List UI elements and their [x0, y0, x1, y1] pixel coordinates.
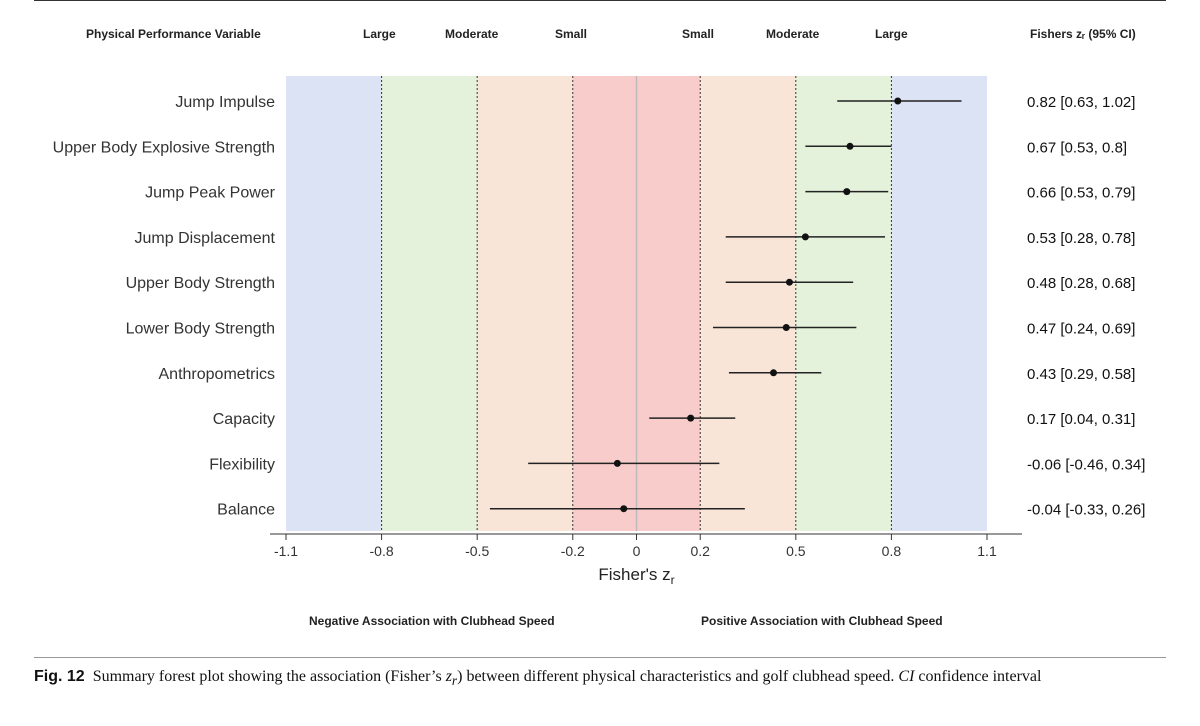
ci-value-2: 0.66 [0.53, 0.79] [1027, 185, 1135, 202]
variable-column-header: Physical Performance Variable [86, 27, 261, 41]
ci-column-header: Fishers zᵣ (95% CI) [1030, 27, 1136, 41]
zone-band-6 [891, 76, 987, 531]
x-axis-label: Fisher's zr [598, 565, 674, 587]
x-tick-label-7: 0.8 [882, 543, 902, 559]
ci-value-5: 0.47 [0.24, 0.69] [1027, 321, 1135, 338]
ci-value-1: 0.67 [0.53, 0.8] [1027, 139, 1127, 156]
header-neg-moderate: Moderate [445, 27, 499, 41]
zone-band-1 [381, 76, 478, 531]
point-estimate-5 [782, 324, 790, 331]
point-estimate-8 [613, 459, 621, 467]
point-estimate-3 [801, 233, 809, 241]
point-estimate-6 [770, 369, 778, 377]
ci-value-8: -0.06 [-0.46, 0.34] [1027, 456, 1145, 473]
header-pos-large: Large [875, 27, 908, 41]
ci-value-0: 0.82 [0.63, 1.02] [1027, 94, 1135, 111]
caption-text-mid: ) between different physical characteris… [457, 668, 899, 685]
point-estimate-2 [843, 188, 851, 196]
x-tick-label-4: 0 [633, 543, 641, 559]
row-label-3: Jump Displacement [135, 230, 276, 247]
positive-association-label: Positive Association with Clubhead Speed [701, 614, 943, 628]
caption-text-start: Summary forest plot showing the associat… [92, 668, 446, 685]
point-estimate-1 [846, 142, 854, 150]
header-pos-small: Small [682, 27, 715, 41]
point-estimate-7 [687, 414, 695, 422]
x-axis-label-subscript: r [671, 573, 675, 587]
row-label-6: Anthropometrics [159, 366, 276, 383]
x-tick-label-3: -0.2 [561, 543, 585, 559]
caption-z-sub: r [451, 673, 458, 689]
row-label-2: Jump Peak Power [145, 185, 276, 202]
top-rule [34, 0, 1166, 1]
point-estimate-4 [785, 278, 793, 286]
row-label-1: Upper Body Explosive Strength [53, 139, 275, 156]
caption-text-end: confidence interval [914, 668, 1042, 685]
caption-ci-abbr: CI [898, 668, 915, 685]
header-neg-small: Small [555, 27, 588, 41]
point-estimate-0 [894, 97, 902, 105]
row-label-0: Jump Impulse [175, 94, 275, 111]
ci-value-6: 0.43 [0.29, 0.58] [1027, 366, 1135, 383]
caption-rule [34, 657, 1166, 658]
x-tick-label-8: 1.1 [977, 543, 997, 559]
row-label-4: Upper Body Strength [126, 275, 275, 292]
forest-plot: -1.1 -0.8 -0.5 -0.2 0 0.2 0.5 0.8 1.1 Fisher's zr… [53, 76, 1145, 587]
zone-band-2 [477, 76, 573, 531]
row-label-8: Flexibility [209, 456, 275, 473]
negative-association-label: Negative Association with Clubhead Speed [309, 614, 555, 628]
zone-band-4 [700, 76, 796, 531]
figure-number: Fig. 12 [34, 668, 85, 685]
x-tick-label-6: 0.5 [786, 543, 806, 559]
x-tick-label-0: -1.1 [274, 543, 298, 559]
x-tick-label-2: -0.5 [465, 543, 489, 559]
header-pos-moderate: Moderate [766, 27, 820, 41]
row-label-7: Capacity [213, 411, 275, 428]
ci-value-4: 0.48 [0.28, 0.68] [1027, 275, 1135, 292]
zone-band-5 [795, 76, 892, 531]
x-tick-label-5: 0.2 [690, 543, 710, 559]
figure-caption: Fig. 12 Summary forest plot showing the … [34, 667, 1164, 691]
row-label-5: Lower Body Strength [126, 321, 275, 338]
point-estimate-9 [620, 505, 628, 513]
row-label-9: Balance [217, 502, 275, 519]
x-tick-label-1: -0.8 [370, 543, 394, 559]
zone-band-0 [286, 76, 382, 531]
caption-z: z [445, 668, 452, 685]
ci-value-9: -0.04 [-0.33, 0.26] [1027, 502, 1145, 519]
header-neg-large: Large [363, 27, 396, 41]
ci-value-3: 0.53 [0.28, 0.78] [1027, 230, 1135, 247]
ci-value-7: 0.17 [0.04, 0.31] [1027, 411, 1135, 428]
